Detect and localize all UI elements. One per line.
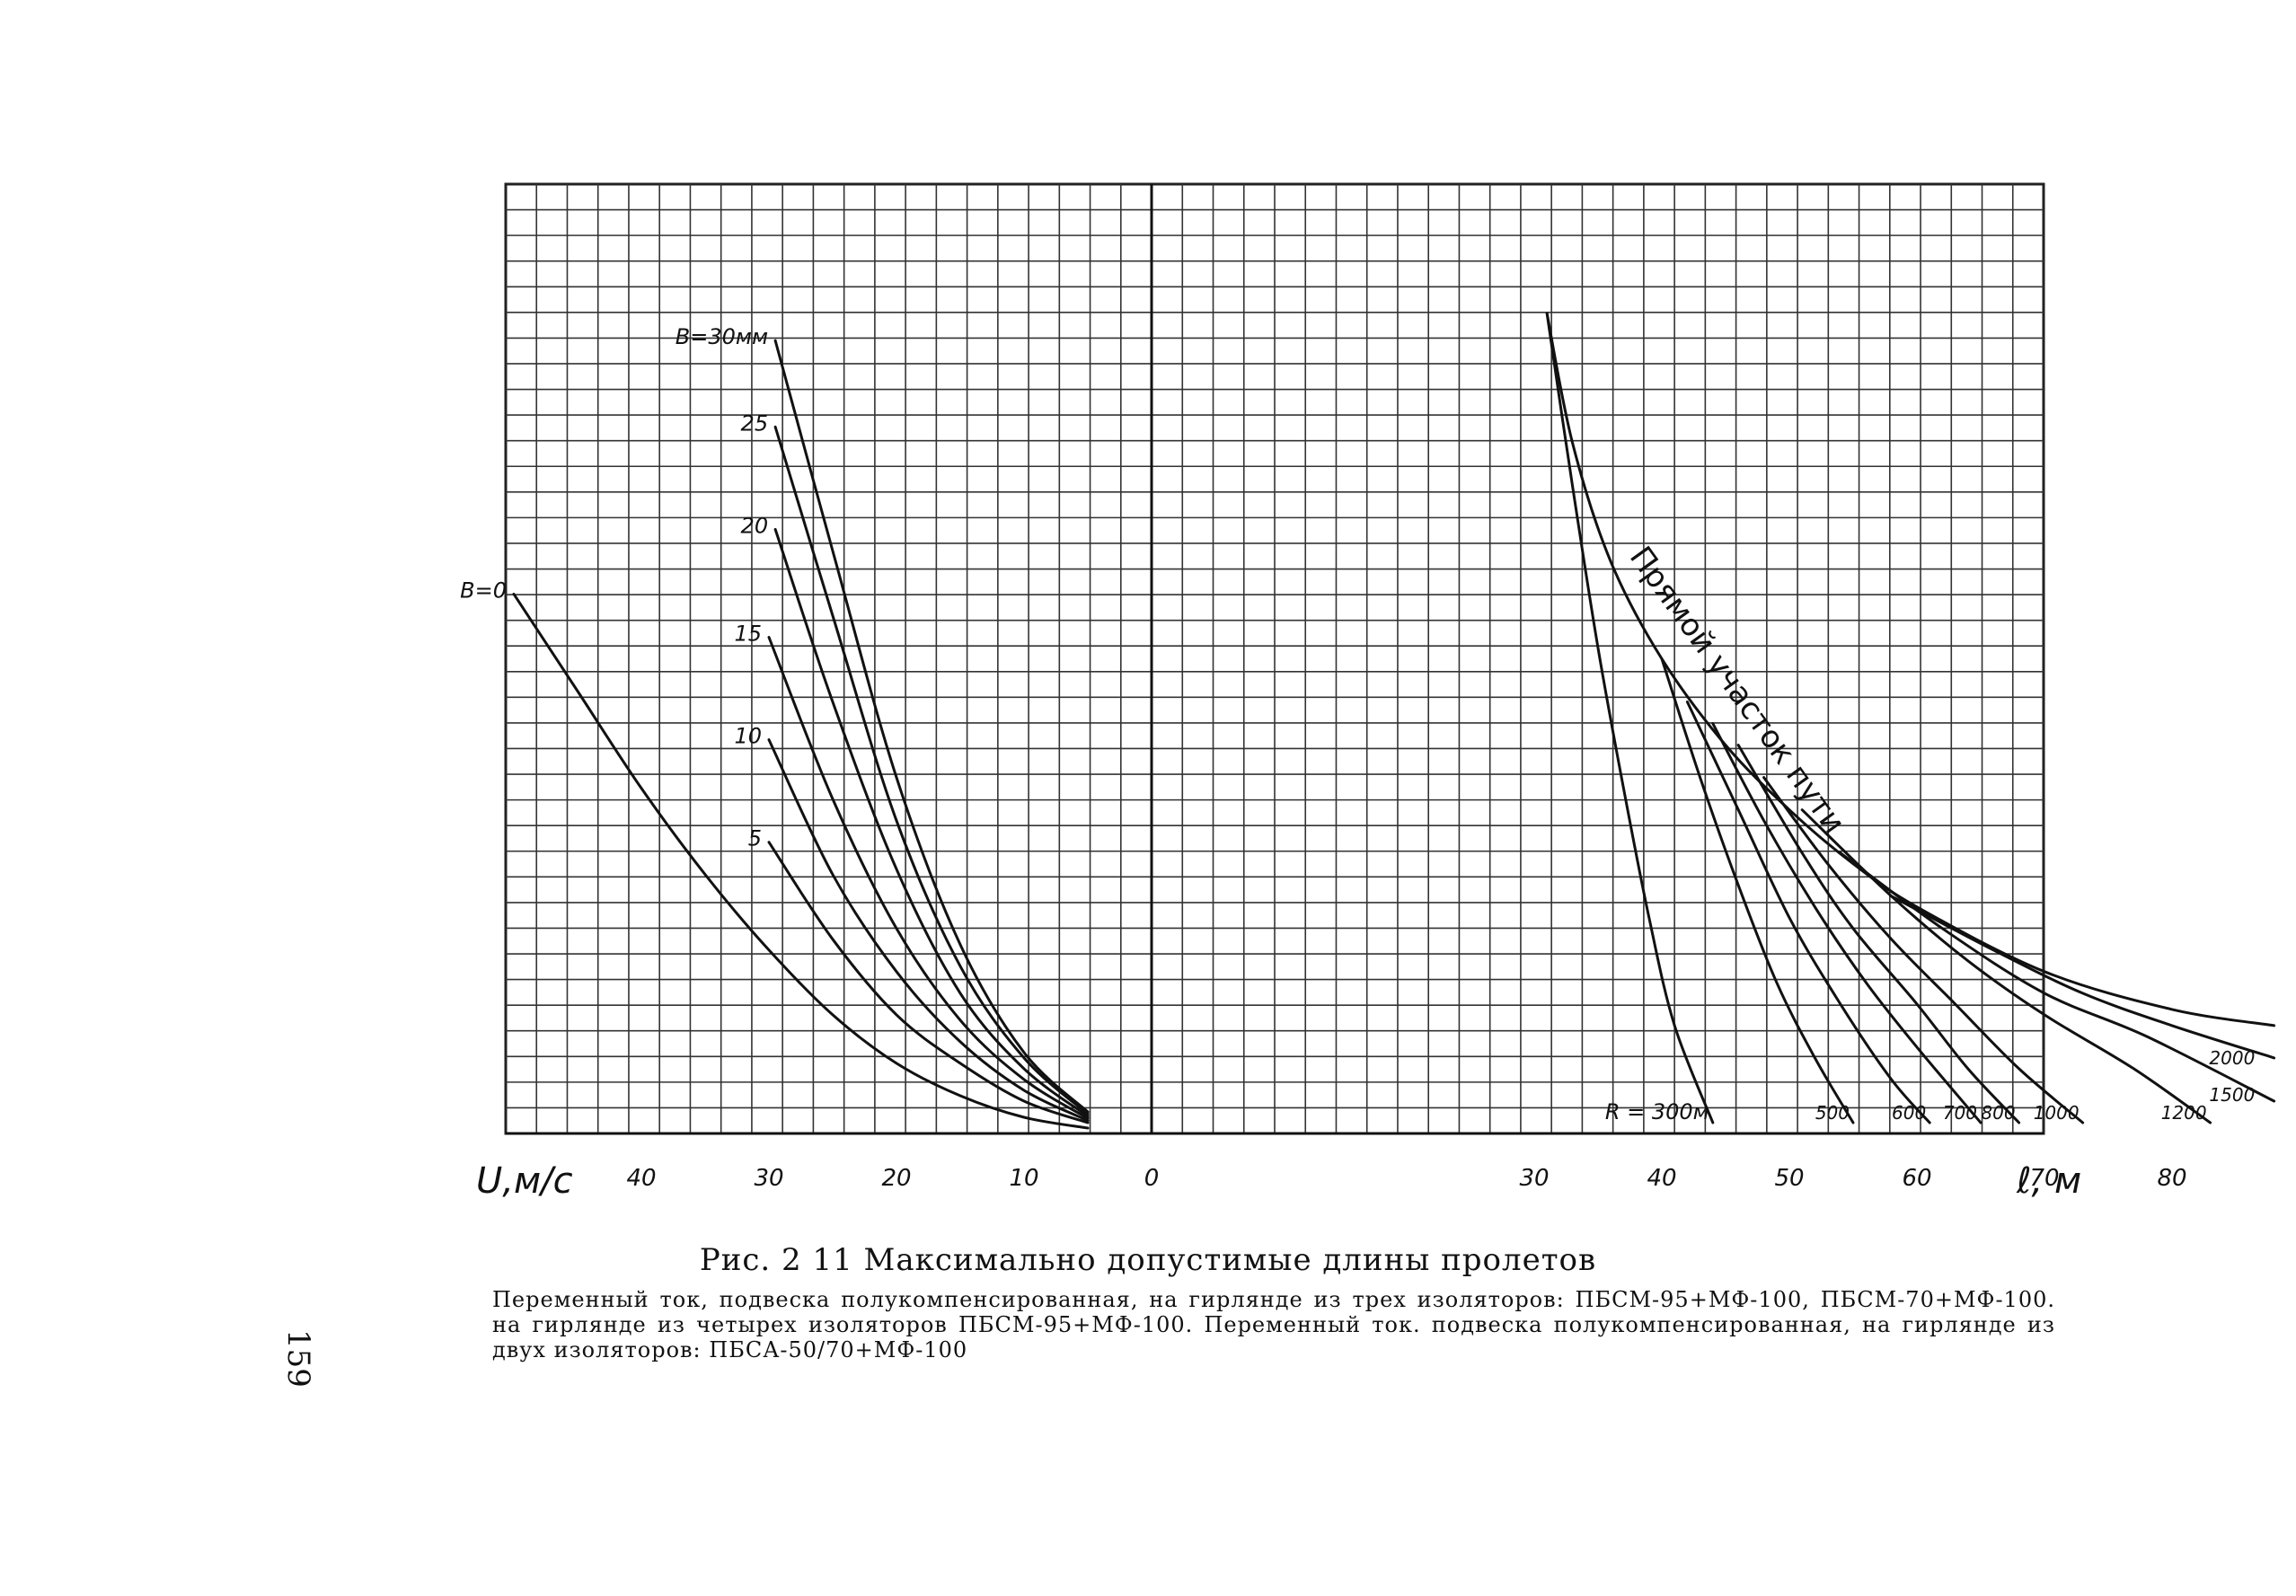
x-tick-label-right: 40 [1647, 1165, 1676, 1192]
x-tick-label-right: 70 [2029, 1165, 2059, 1192]
radius-label: 1000 [2034, 1102, 2080, 1124]
figure-title: Рис. 2 11 Максимально допустимые длины п… [699, 1242, 1597, 1278]
x-tick-label-left: 30 [754, 1165, 783, 1192]
left-curve-10 [767, 738, 1090, 1123]
chart-grid [504, 182, 2045, 1135]
right-curve-r-300- [1545, 312, 1715, 1124]
radius-label: 2000 [2209, 1047, 2255, 1069]
x-tick-label-left: 10 [1009, 1165, 1038, 1192]
left-series-label: 5 [748, 826, 762, 851]
chart-axis: 40 30 20 10 0 30 40 50 60 70 80 U,м/с ℓ, м [476, 1160, 2187, 1202]
chart-series [512, 312, 2276, 1130]
radius-label: 1500 [2209, 1084, 2255, 1106]
left-series-label: B=30мм [676, 324, 768, 349]
left-curve-20 [773, 527, 1090, 1118]
left-curve-b-30- [773, 339, 1090, 1114]
straight-track-label: Прямой участок пути [1622, 540, 1852, 840]
left-series-label: B=0 [460, 578, 507, 603]
radius-label: 1200 [2161, 1102, 2207, 1124]
page-number: 159 [280, 1329, 316, 1388]
x-axis-title-left: U,м/с [476, 1160, 573, 1202]
x-tick-label-center: 0 [1144, 1165, 1160, 1192]
radius-label: 600 [1892, 1102, 1926, 1124]
left-curve-15 [767, 636, 1090, 1120]
right-curve-700 [1711, 722, 1983, 1124]
radius-label: 800 [1981, 1102, 2015, 1124]
right-curve-500 [1660, 657, 1855, 1124]
x-axis-title-right: ℓ, м [2016, 1160, 2081, 1202]
right-curve-- [1545, 312, 2276, 1027]
x-tick-label-right: 50 [1774, 1165, 1804, 1192]
left-series-label: 25 [741, 410, 769, 436]
x-tick-label-right: 80 [2157, 1165, 2186, 1192]
left-curve-5 [767, 841, 1090, 1124]
radius-label: R = 300м [1605, 1099, 1709, 1124]
radius-label: 500 [1815, 1102, 1850, 1124]
left-series-label: 10 [734, 724, 762, 749]
right-curve-1000 [1762, 776, 2085, 1124]
left-curve-25 [773, 425, 1090, 1115]
left-curve-b-0 [512, 592, 1090, 1130]
right-curve-2000 [1890, 895, 2276, 1060]
x-tick-label-left: 20 [881, 1165, 911, 1192]
left-series-label: 15 [734, 621, 762, 646]
radius-label: 700 [1943, 1102, 1977, 1124]
right-curve-1200 [1800, 808, 2212, 1124]
right-curve-800 [1736, 744, 2021, 1124]
x-tick-label-right: 30 [1519, 1165, 1549, 1192]
left-series-label: 20 [741, 513, 769, 538]
x-tick-label-right: 60 [1902, 1165, 1931, 1192]
figure-subtitle: Переменный ток, подвеска полукомпенсиров… [492, 1287, 2055, 1362]
x-tick-label-left: 40 [626, 1165, 656, 1192]
right-curve-600 [1685, 701, 1931, 1124]
